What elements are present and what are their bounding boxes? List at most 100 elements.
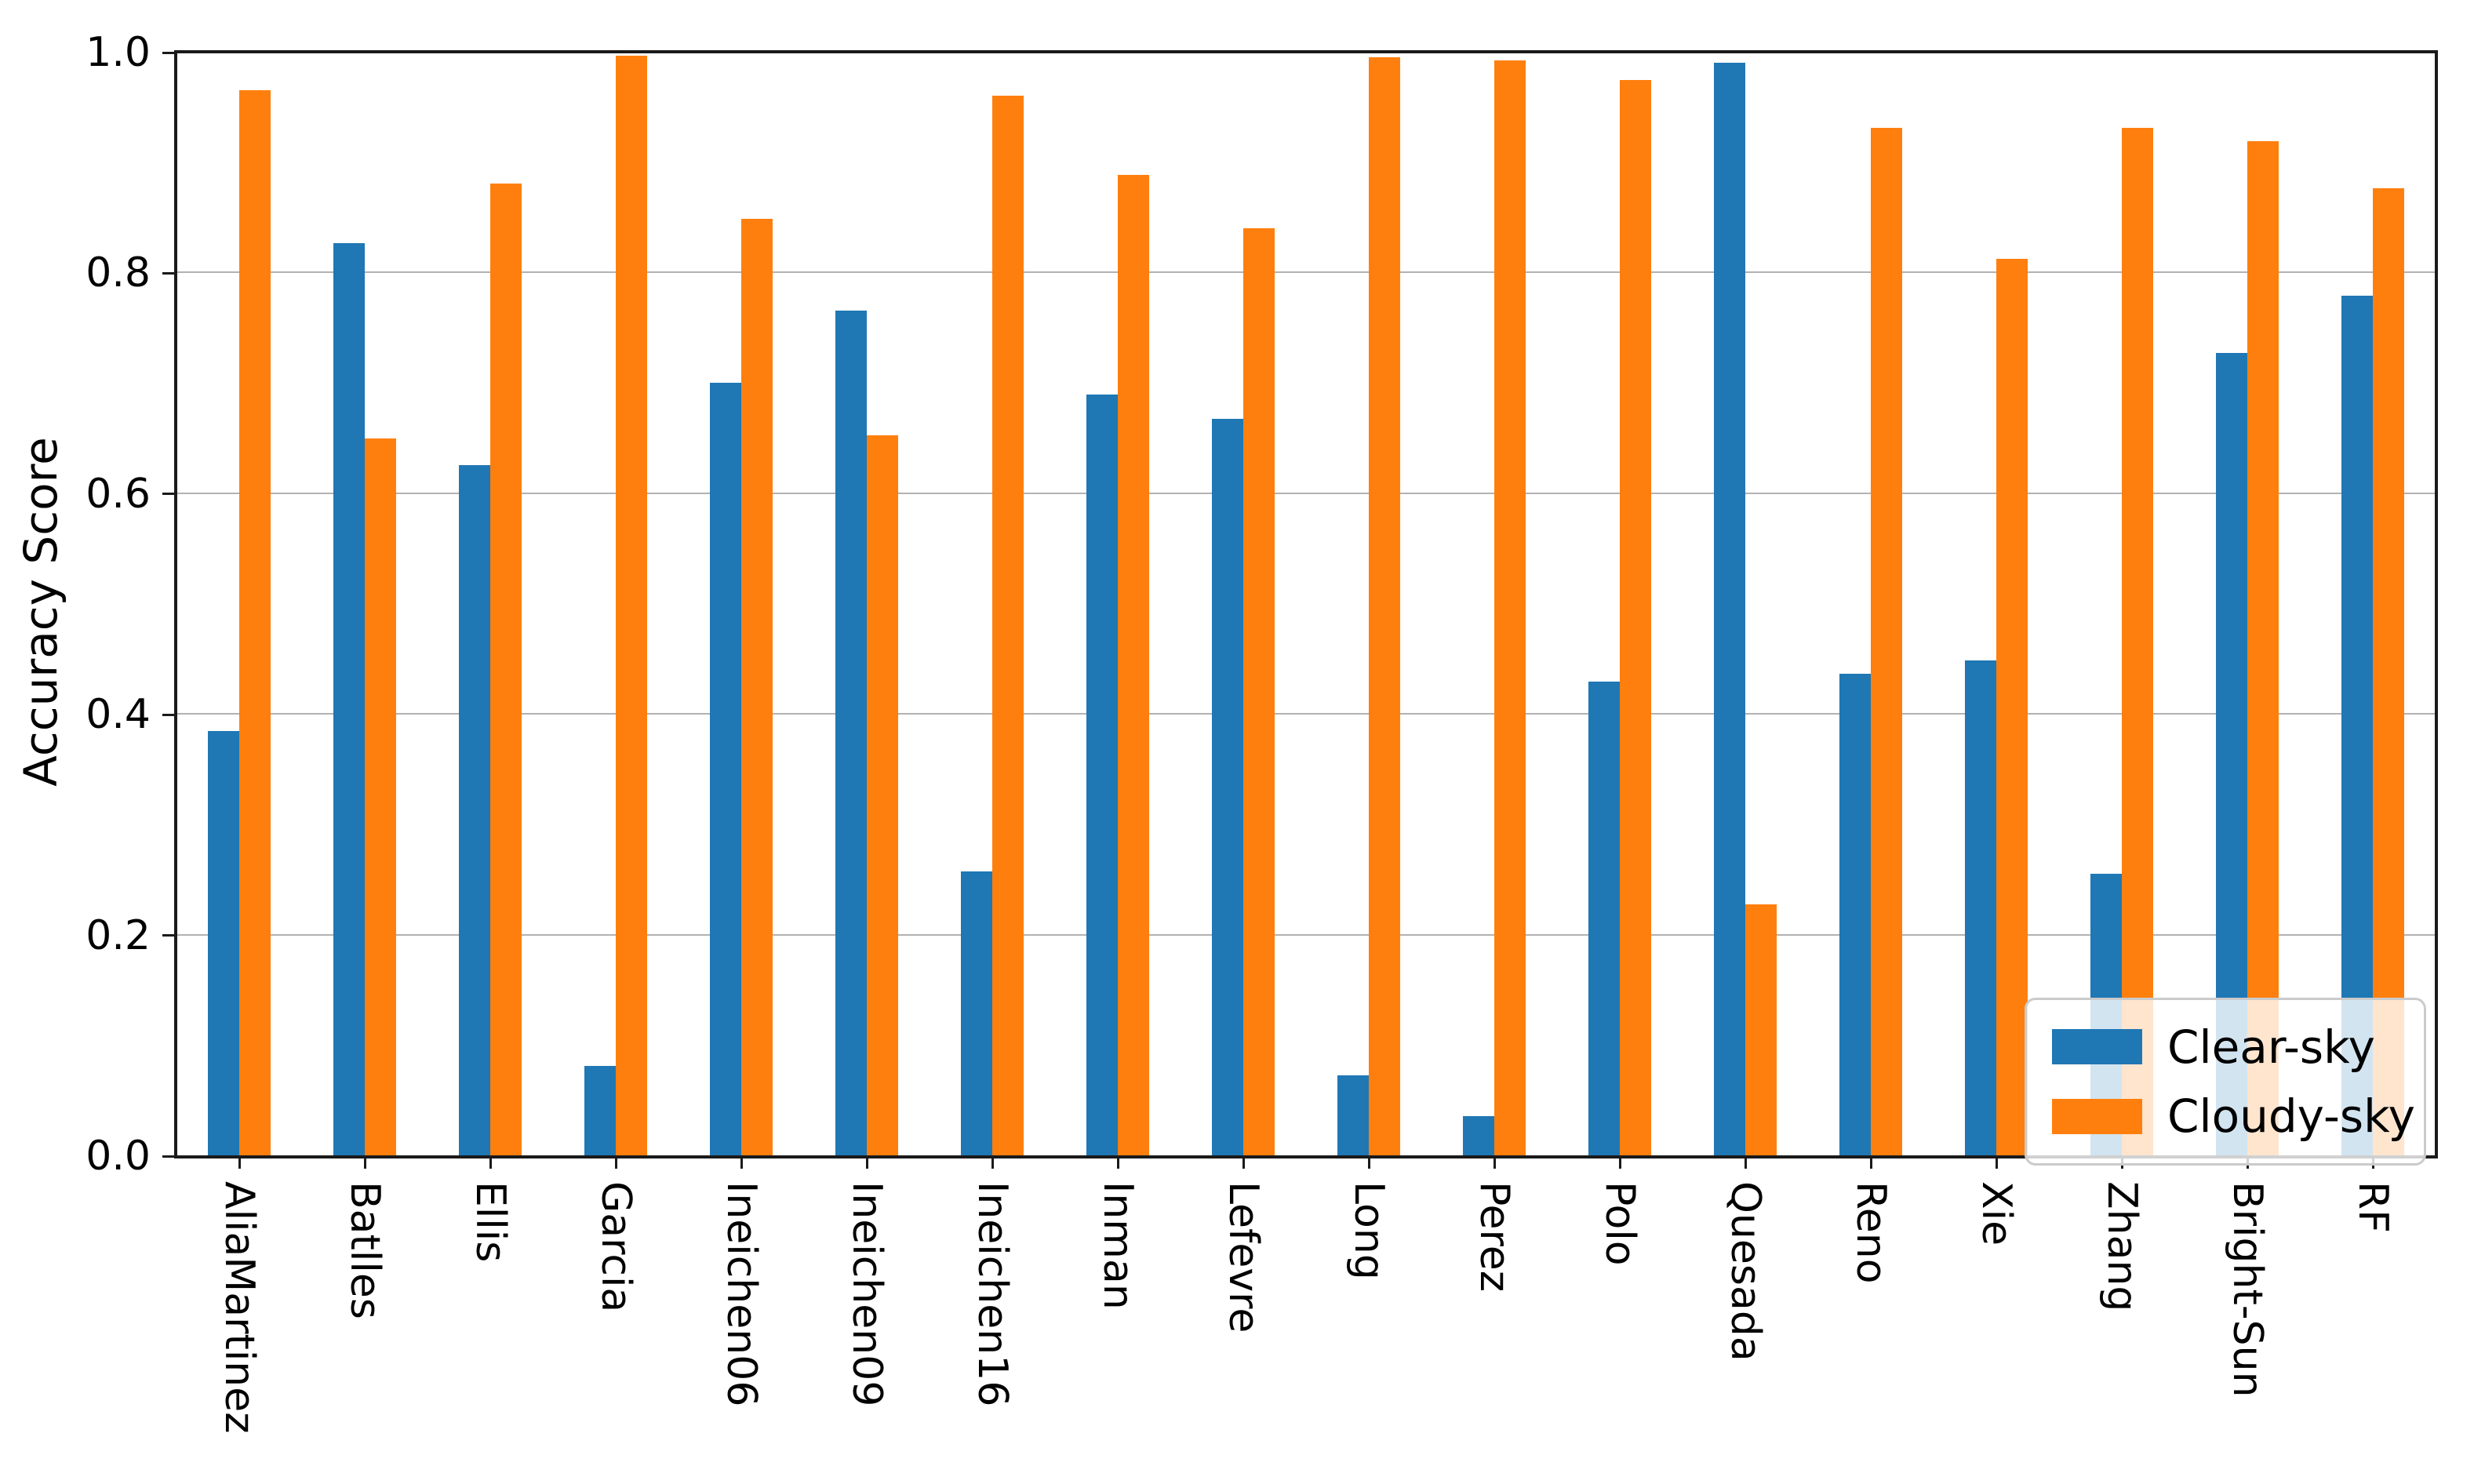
bar-group-Bright-Sun [2185,53,2310,1156]
legend-item-cloudy-sky: Cloudy-sky [2052,1093,2424,1139]
bar-group-Zhang [2059,53,2185,1156]
y-tick-mark-0.0 [162,1155,175,1158]
bar-group-Reno [1808,53,1934,1156]
bar-group-Ineichen16 [930,53,1055,1156]
y-tick-label-0.6: 0.6 [85,470,151,518]
bar-cloudy-sky-AliaMartinez [239,89,271,1156]
cloudy-sky-swatch [2052,1098,2142,1134]
plot-area [174,50,2438,1158]
clear-sky-swatch [2052,1029,2142,1065]
y-tick-mark-0.8 [162,271,175,275]
x-tick-label-Garcia: Garcia [592,1181,639,1313]
bar-cloudy-sky-Perez [1494,60,1526,1156]
bar-clear-sky-Garcia [584,1065,616,1156]
x-tick-mark-Ineichen16 [991,1156,994,1169]
y-tick-mark-0.2 [162,934,175,937]
x-tick-mark-Lefevre [1242,1156,1245,1169]
bar-group-Ellis [427,53,553,1156]
y-tick-label-0.0: 0.0 [85,1133,151,1180]
legend-label-clear-sky: Clear-sky [2167,1020,2375,1074]
x-tick-label-Ellis: Ellis [467,1181,514,1263]
bar-cloudy-sky-Ineichen16 [992,95,1024,1156]
x-tick-label-AliaMartinez: AliaMartinez [216,1181,263,1434]
bar-cloudy-sky-Quesada [1745,904,1777,1156]
x-tick-label-Ineichen16: Ineichen16 [969,1181,1016,1407]
y-tick-label-0.2: 0.2 [85,911,151,959]
x-tick-label-Ineichen09: Ineichen09 [843,1181,890,1407]
y-tick-mark-0.6 [162,493,175,496]
bar-group-AliaMartinez [176,53,302,1156]
bar-cloudy-sky-Lefevre [1243,227,1275,1156]
bar-group-Perez [1432,53,1557,1156]
y-tick-label-0.4: 0.4 [85,691,151,739]
gridline-0.4 [176,713,2436,715]
x-tick-label-Bright-Sun: Bright-Sun [2224,1181,2271,1398]
x-tick-label-Long: Long [1345,1181,1392,1280]
x-tick-label-Inman: Inman [1094,1181,1141,1310]
bar-cloudy-sky-Reno [1871,127,1902,1156]
left-spine [174,50,177,1158]
bar-cloudy-sky-RF [2373,188,2404,1156]
y-tick-label-0.8: 0.8 [85,249,151,297]
x-tick-mark-Ellis [489,1156,492,1169]
bar-cloudy-sky-Ineichen09 [867,435,898,1156]
bar-clear-sky-Ineichen16 [961,871,992,1156]
bar-cloudy-sky-Batlles [365,438,396,1156]
x-tick-label-Ineichen06: Ineichen06 [718,1181,765,1407]
bar-cloudy-sky-Garcia [616,56,647,1156]
bar-cloudy-sky-Zhang [2122,127,2153,1156]
x-tick-mark-Xie [1995,1156,1998,1169]
bar-group-RF [2310,53,2436,1156]
bar-clear-sky-Quesada [1714,62,1745,1156]
gridline-0.6 [176,492,2436,494]
bar-cloudy-sky-Inman [1118,175,1149,1156]
legend: Clear-sky Cloudy-sky [2025,998,2426,1166]
bar-group-Ineichen06 [679,53,804,1156]
right-spine [2435,50,2438,1158]
bar-clear-sky-Ineichen06 [710,382,741,1156]
x-tick-label-Batlles: Batlles [341,1181,388,1319]
x-tick-label-Polo: Polo [1596,1181,1643,1266]
bar-cloudy-sky-Ellis [490,184,522,1156]
bar-cloudy-sky-Ineichen06 [741,219,773,1156]
x-tick-mark-Ineichen09 [865,1156,868,1169]
top-spine [174,50,2438,53]
x-tick-mark-Polo [1618,1156,1621,1169]
x-tick-mark-Quesada [1744,1156,1747,1169]
y-tick-mark-1.0 [162,51,175,54]
x-tick-label-Perez: Perez [1471,1181,1518,1293]
bar-group-Polo [1557,53,1683,1156]
bar-group-Batlles [302,53,427,1156]
bar-cloudy-sky-Long [1369,56,1400,1156]
bar-clear-sky-Xie [1965,660,1996,1156]
x-tick-mark-AliaMartinez [238,1156,241,1169]
bar-group-Inman [1055,53,1181,1156]
x-tick-mark-Perez [1493,1156,1496,1169]
bar-clear-sky-Polo [1588,682,1620,1156]
bar-cloudy-sky-Xie [1996,259,2028,1156]
x-tick-mark-Batlles [363,1156,366,1169]
bar-cloudy-sky-Bright-Sun [2247,140,2279,1156]
bar-group-Xie [1934,53,2059,1156]
bar-clear-sky-Perez [1463,1116,1494,1156]
bar-clear-sky-Ellis [459,465,490,1156]
x-tick-mark-Reno [1869,1156,1872,1169]
bar-clear-sky-AliaMartinez [208,731,239,1156]
x-tick-mark-Ineichen06 [740,1156,743,1169]
y-tick-label-1.0: 1.0 [85,29,151,76]
bar-clear-sky-Reno [1839,674,1871,1156]
bar-clear-sky-Inman [1086,395,1118,1156]
x-tick-label-Xie: Xie [1973,1181,2020,1246]
gridline-0.2 [176,933,2436,936]
gridline-0.8 [176,271,2436,274]
x-tick-label-Reno: Reno [1847,1181,1894,1284]
x-tick-label-Lefevre: Lefevre [1220,1181,1267,1333]
legend-item-clear-sky: Clear-sky [2052,1024,2424,1070]
x-tick-label-RF: RF [2349,1181,2396,1234]
bar-clear-sky-Batlles [333,243,365,1156]
y-tick-mark-0.4 [162,713,175,716]
x-tick-mark-Inman [1116,1156,1119,1169]
x-tick-mark-Long [1367,1156,1370,1169]
bar-clear-sky-Long [1337,1075,1369,1156]
